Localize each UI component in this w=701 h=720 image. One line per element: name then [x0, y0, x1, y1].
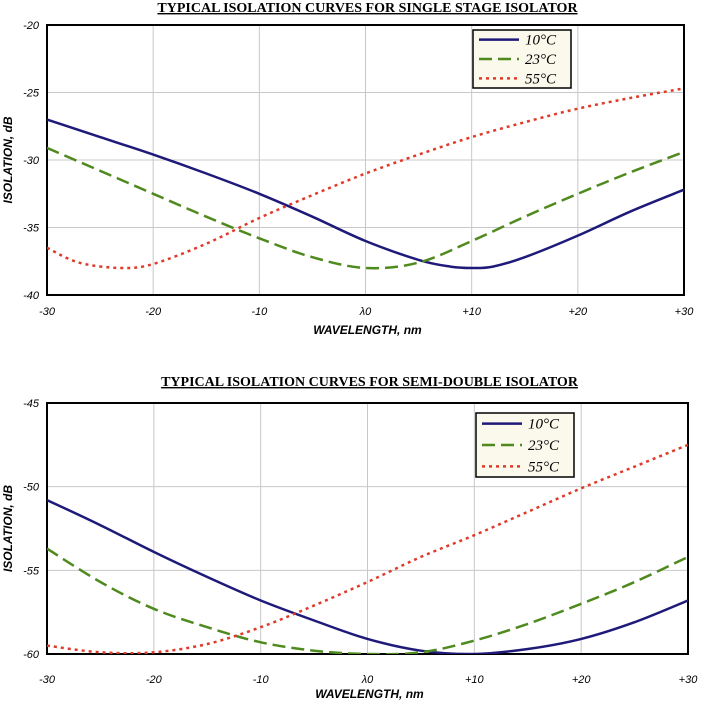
legend-label: 10°C: [525, 33, 557, 49]
x-tick-label: λ0: [359, 306, 372, 318]
y-tick-label: -35: [23, 223, 40, 235]
x-tick-label: +10: [462, 306, 482, 318]
series-line-55Cc: [47, 443, 688, 654]
y-tick-label: -30: [23, 155, 40, 167]
x-tick-label: -10: [251, 306, 268, 318]
series-line-10Cc: [47, 118, 684, 270]
plot-frame: [46, 24, 685, 296]
y-tick-label: -40: [23, 290, 40, 302]
chart-title: TYPICAL ISOLATION CURVES FOR SINGLE STAG…: [157, 1, 578, 16]
x-tick-label: -30: [39, 306, 56, 318]
x-tick-label: -30: [39, 674, 56, 686]
x-tick-label: +20: [568, 306, 588, 318]
legend-label: 10°C: [528, 417, 560, 433]
y-tick-label: -60: [23, 649, 40, 661]
legend-label: 55°C: [528, 459, 560, 475]
series-line-10Cc: [47, 498, 688, 654]
chart-title: TYPICAL ISOLATION CURVES FOR SEMI-DOUBLE…: [161, 375, 579, 390]
legend-label: 23°C: [525, 52, 557, 68]
x-axis-label: WAVELENGTH, nm: [315, 687, 424, 701]
y-tick-label: -50: [23, 482, 40, 494]
series-line-23Cc: [47, 146, 684, 270]
x-tick-label: +20: [572, 674, 592, 686]
legend-label: 55°C: [525, 71, 557, 87]
chart-2: TYPICAL ISOLATION CURVES FOR SEMI-DOUBLE…: [1, 375, 698, 701]
y-axis-label: ISOLATION, dB: [1, 485, 15, 572]
chart-1: TYPICAL ISOLATION CURVES FOR SINGLE STAG…: [1, 1, 694, 337]
x-tick-label: λ0: [361, 674, 374, 686]
x-tick-label: -20: [146, 674, 163, 686]
y-tick-label: -25: [23, 88, 40, 100]
y-tick-label: -20: [23, 20, 40, 32]
y-tick-label: -55: [23, 565, 40, 577]
x-tick-label: +30: [679, 674, 699, 686]
y-tick-label: -45: [23, 398, 40, 410]
x-axis-label: WAVELENGTH, nm: [313, 323, 422, 337]
x-tick-label: -10: [253, 674, 270, 686]
legend: 10°C 23°C 55°C: [472, 29, 572, 89]
x-tick-label: -20: [145, 306, 162, 318]
x-tick-label: +10: [465, 674, 485, 686]
y-axis-label: ISOLATION, dB: [1, 116, 15, 203]
x-tick-label: +30: [675, 306, 695, 318]
series-line-23Cc: [47, 547, 688, 654]
legend: 10°C 23°C 55°C: [475, 412, 575, 478]
legend-label: 23°C: [528, 438, 560, 454]
